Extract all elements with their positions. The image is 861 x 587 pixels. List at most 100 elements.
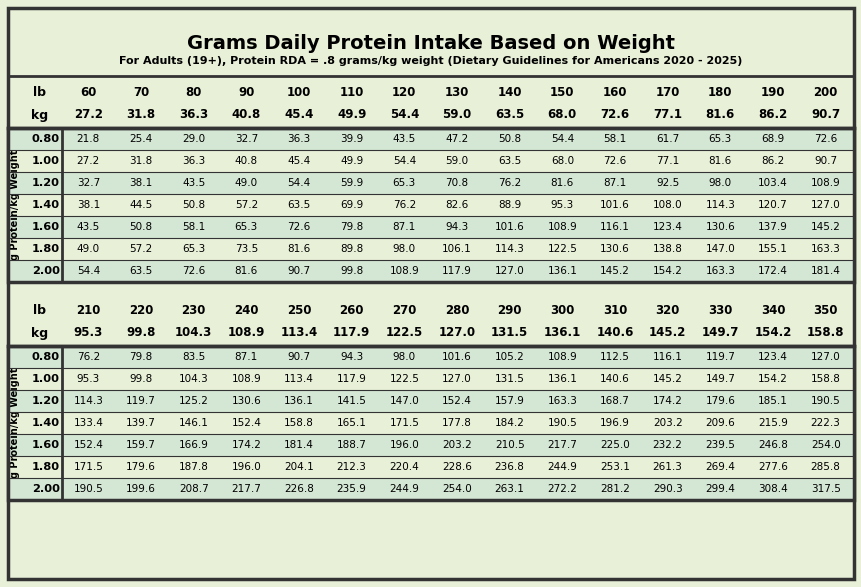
Text: 122.5: 122.5 — [385, 326, 423, 339]
Text: 222.3: 222.3 — [810, 418, 839, 428]
Text: 1.40: 1.40 — [32, 200, 60, 210]
Bar — [9, 456, 852, 478]
Text: 165.1: 165.1 — [337, 418, 366, 428]
Text: 76.2: 76.2 — [393, 200, 416, 210]
Text: 217.7: 217.7 — [547, 440, 577, 450]
Text: 244.9: 244.9 — [547, 462, 577, 472]
Text: 127.0: 127.0 — [438, 326, 475, 339]
Text: 155.1: 155.1 — [757, 244, 787, 254]
Text: 0.80: 0.80 — [32, 352, 60, 362]
Text: 113.4: 113.4 — [284, 374, 313, 384]
Text: 172.4: 172.4 — [757, 266, 787, 276]
Text: 210: 210 — [76, 305, 101, 318]
Text: 200: 200 — [813, 86, 837, 100]
Bar — [9, 194, 852, 216]
Text: 99.8: 99.8 — [127, 326, 156, 339]
Text: 2.00: 2.00 — [32, 266, 60, 276]
Text: 101.6: 101.6 — [494, 222, 524, 232]
Text: 58.1: 58.1 — [603, 134, 626, 144]
Text: 87.1: 87.1 — [603, 178, 626, 188]
Text: 147.0: 147.0 — [704, 244, 734, 254]
Text: 25.4: 25.4 — [129, 134, 152, 144]
Text: 95.3: 95.3 — [77, 374, 100, 384]
Text: 43.5: 43.5 — [182, 178, 205, 188]
Text: 94.3: 94.3 — [339, 352, 362, 362]
Text: 149.7: 149.7 — [701, 326, 738, 339]
Text: 54.4: 54.4 — [389, 109, 418, 122]
Text: 152.4: 152.4 — [231, 418, 261, 428]
Text: 203.2: 203.2 — [652, 418, 682, 428]
Text: 61.7: 61.7 — [655, 134, 678, 144]
Text: 120: 120 — [392, 86, 416, 100]
Text: 232.2: 232.2 — [652, 440, 682, 450]
Text: 79.8: 79.8 — [339, 222, 362, 232]
Text: 98.0: 98.0 — [393, 244, 415, 254]
Text: 308.4: 308.4 — [757, 484, 787, 494]
Text: 1.20: 1.20 — [32, 178, 60, 188]
Text: 94.3: 94.3 — [445, 222, 468, 232]
Text: 145.2: 145.2 — [652, 374, 682, 384]
Text: 253.1: 253.1 — [599, 462, 629, 472]
Text: 73.5: 73.5 — [234, 244, 257, 254]
Text: 130.6: 130.6 — [599, 244, 629, 254]
Text: 68.0: 68.0 — [550, 156, 573, 166]
Text: 36.3: 36.3 — [287, 134, 310, 144]
Text: 49.9: 49.9 — [337, 109, 366, 122]
Text: 110: 110 — [339, 86, 363, 100]
Text: 90.7: 90.7 — [810, 109, 839, 122]
Text: 116.1: 116.1 — [652, 352, 682, 362]
Bar — [9, 128, 852, 150]
Text: 272.2: 272.2 — [547, 484, 577, 494]
Text: 72.6: 72.6 — [603, 156, 626, 166]
Text: 228.6: 228.6 — [442, 462, 471, 472]
Text: 145.2: 145.2 — [810, 222, 839, 232]
Bar — [8, 346, 853, 500]
Text: 199.6: 199.6 — [126, 484, 156, 494]
Text: 63.5: 63.5 — [494, 109, 523, 122]
Text: 133.4: 133.4 — [73, 418, 103, 428]
Text: 104.3: 104.3 — [178, 374, 208, 384]
Text: 81.6: 81.6 — [550, 178, 573, 188]
Text: 317.5: 317.5 — [810, 484, 839, 494]
Text: 310: 310 — [602, 305, 627, 318]
Text: 119.7: 119.7 — [704, 352, 734, 362]
Text: 152.4: 152.4 — [442, 396, 471, 406]
Text: 281.2: 281.2 — [599, 484, 629, 494]
Text: 83.5: 83.5 — [182, 352, 205, 362]
Text: 300: 300 — [549, 305, 573, 318]
Text: 254.0: 254.0 — [810, 440, 839, 450]
Text: 149.7: 149.7 — [704, 374, 734, 384]
Text: 101.6: 101.6 — [442, 352, 471, 362]
Text: 184.2: 184.2 — [494, 418, 524, 428]
Text: 215.9: 215.9 — [757, 418, 787, 428]
Text: 113.4: 113.4 — [280, 326, 317, 339]
Text: 72.6: 72.6 — [813, 134, 836, 144]
Text: 108.9: 108.9 — [227, 326, 264, 339]
Text: 116.1: 116.1 — [599, 222, 629, 232]
Text: 260: 260 — [339, 305, 363, 318]
Text: 240: 240 — [234, 305, 258, 318]
Text: 65.3: 65.3 — [393, 178, 416, 188]
Text: 68.0: 68.0 — [547, 109, 576, 122]
Text: 79.8: 79.8 — [129, 352, 152, 362]
Text: 158.8: 158.8 — [284, 418, 313, 428]
Text: 157.9: 157.9 — [494, 396, 524, 406]
Text: 220.4: 220.4 — [389, 462, 418, 472]
Text: 166.9: 166.9 — [178, 440, 208, 450]
Text: 59.0: 59.0 — [442, 109, 471, 122]
Text: 138.8: 138.8 — [652, 244, 682, 254]
Text: 147.0: 147.0 — [389, 396, 418, 406]
Bar — [9, 260, 852, 282]
Text: 127.0: 127.0 — [810, 352, 839, 362]
Text: 127.0: 127.0 — [810, 200, 839, 210]
Bar — [9, 150, 852, 172]
Bar — [9, 216, 852, 238]
Text: 190.5: 190.5 — [73, 484, 103, 494]
Text: 269.4: 269.4 — [704, 462, 734, 472]
Text: 208.7: 208.7 — [178, 484, 208, 494]
Text: 158.8: 158.8 — [806, 326, 844, 339]
Text: 49.0: 49.0 — [234, 178, 257, 188]
Text: 21.8: 21.8 — [77, 134, 100, 144]
Text: 31.8: 31.8 — [129, 156, 152, 166]
Text: 63.5: 63.5 — [498, 156, 521, 166]
